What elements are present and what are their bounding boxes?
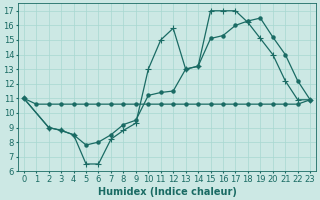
X-axis label: Humidex (Indice chaleur): Humidex (Indice chaleur) [98,187,236,197]
